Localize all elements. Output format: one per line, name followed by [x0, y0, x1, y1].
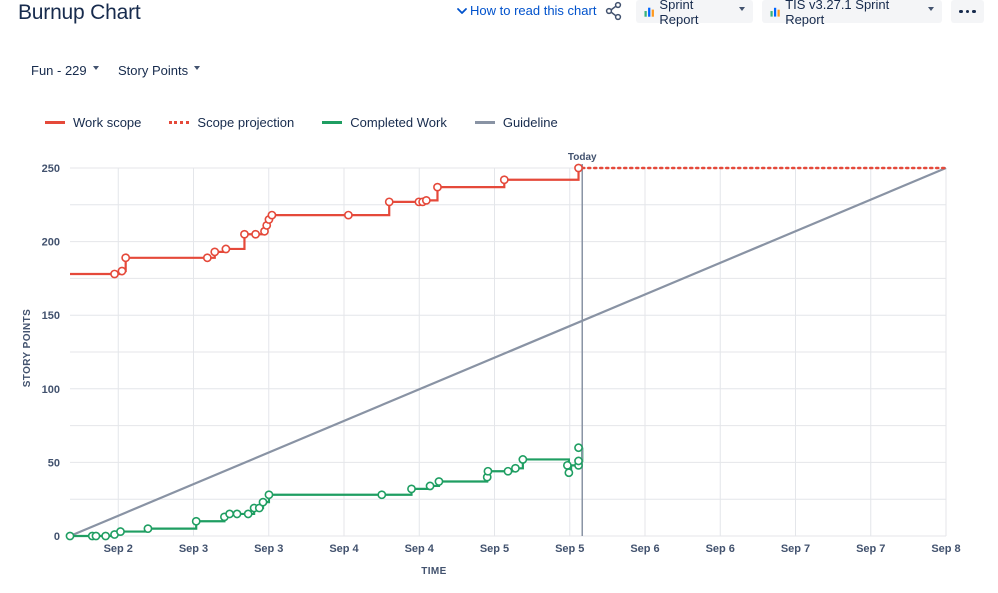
legend-label-scope-projection: Scope projection: [197, 115, 295, 130]
how-to-read-link[interactable]: How to read this chart: [456, 3, 596, 18]
x-tick-label: Sep 6: [630, 543, 659, 555]
legend-swatch-scope-projection: [169, 121, 190, 124]
tis-sprint-report-button[interactable]: TIS v3.27.1 Sprint Report: [762, 0, 942, 27]
data-point-work-scope: [251, 229, 260, 239]
data-point-work-scope: [267, 210, 277, 220]
y-tick-label: 100: [42, 384, 60, 396]
data-point-work-scope: [240, 229, 249, 239]
data-point-completed-work: [425, 481, 435, 491]
legend-item-guideline[interactable]: Guideline: [474, 115, 558, 130]
legend-item-work-scope[interactable]: Work scope: [45, 115, 141, 130]
legend-item-scope-projection[interactable]: Scope projection: [169, 115, 294, 130]
y-tick-label: 150: [42, 310, 60, 322]
x-tick-label: Sep 8: [931, 543, 960, 555]
more-dot-icon: [965, 9, 970, 14]
data-point-work-scope: [384, 197, 394, 207]
data-point-completed-work: [564, 468, 574, 478]
caret-down-icon: [739, 6, 745, 11]
data-point-completed-work: [91, 531, 101, 541]
data-point-completed-work: [562, 460, 572, 470]
data-point-work-scope: [343, 210, 353, 220]
y-axis-title: STORY POINTS: [22, 309, 33, 388]
series-line-guideline: [69, 166, 947, 538]
data-point-completed-work: [407, 484, 416, 494]
data-point-completed-work: [232, 509, 242, 519]
y-tick-label: 250: [42, 163, 60, 175]
data-point-work-scope: [221, 244, 231, 254]
data-point-completed-work: [65, 531, 75, 541]
data-point-completed-work: [483, 466, 493, 476]
x-tick-label: Sep 3: [179, 543, 208, 555]
data-point-work-scope: [202, 253, 212, 263]
data-point-completed-work: [434, 477, 444, 486]
legend-label-work-scope: Work scope: [73, 115, 142, 130]
x-tick-label: Sep 5: [555, 543, 584, 555]
data-point-completed-work: [574, 443, 583, 453]
how-to-read-label: How to read this chart: [470, 3, 597, 18]
legend-swatch-completed-work: [322, 121, 343, 124]
data-point-completed-work: [264, 490, 274, 500]
caret-down-icon: [928, 6, 934, 11]
y-tick-label: 200: [42, 237, 60, 249]
sprint-report-button[interactable]: Sprint Report: [636, 0, 753, 27]
x-axis-title: TIME: [421, 566, 447, 577]
x-tick-label: Sep 7: [856, 543, 885, 555]
sprint-filter-label: Fun - 229: [31, 63, 87, 78]
x-tick-label: Sep 4: [405, 543, 435, 555]
bar-chart-icon: [770, 7, 780, 17]
legend-label-guideline: Guideline: [502, 115, 558, 130]
data-point-work-scope: [210, 247, 220, 257]
tis-sprint-report-label: TIS v3.27.1 Sprint Report: [785, 0, 890, 27]
legend-swatch-guideline: [474, 121, 495, 124]
series-line-completed-work: [70, 447, 584, 538]
legend-label-completed-work: Completed Work: [350, 115, 447, 130]
data-point-completed-work: [511, 463, 520, 473]
data-point-completed-work: [143, 524, 153, 534]
sprint-filter-dropdown[interactable]: Fun - 229: [31, 63, 99, 78]
data-point-completed-work: [191, 516, 201, 526]
legend-item-completed-work[interactable]: Completed Work: [322, 115, 447, 130]
data-point-completed-work: [503, 466, 513, 476]
measure-filter-dropdown[interactable]: Story Points: [118, 63, 201, 78]
data-point-work-scope: [433, 182, 442, 192]
legend-swatch-work-scope: [45, 121, 65, 124]
x-tick-label: Sep 7: [781, 543, 810, 555]
data-point-work-scope: [110, 269, 119, 279]
data-point-completed-work: [377, 490, 387, 500]
measure-filter-label: Story Points: [118, 63, 189, 78]
data-point-work-scope: [574, 163, 583, 173]
data-point-completed-work: [101, 531, 111, 541]
caret-down-icon: [194, 65, 201, 70]
more-options-button[interactable]: [951, 0, 984, 23]
bar-chart-icon: [644, 7, 654, 17]
chart-legend: Work scope Scope projection Completed Wo…: [45, 115, 586, 130]
data-point-work-scope: [117, 266, 127, 276]
data-point-work-scope: [499, 175, 509, 185]
data-point-completed-work: [518, 455, 528, 464]
x-tick-label: Sep 5: [480, 543, 509, 555]
data-point-completed-work: [243, 509, 253, 519]
x-tick-label: Sep 2: [104, 543, 133, 555]
y-tick-label: 50: [48, 457, 60, 469]
more-dot-icon: [972, 9, 976, 14]
y-tick-label: 0: [54, 531, 60, 543]
x-tick-label: Sep 3: [254, 543, 283, 555]
data-point-completed-work: [258, 497, 268, 507]
data-point-completed-work: [116, 527, 125, 536]
caret-down-icon: [92, 65, 99, 70]
x-tick-label: Sep 6: [706, 543, 735, 555]
data-point-completed-work: [574, 456, 583, 466]
data-point-work-scope: [121, 253, 131, 263]
sprint-report-label: Sprint Report: [659, 0, 699, 27]
more-dot-icon: [959, 9, 963, 14]
data-point-work-scope: [421, 195, 431, 205]
data-point-completed-work: [225, 509, 235, 519]
share-icon[interactable]: [604, 1, 624, 21]
page-title: Burnup Chart: [18, 1, 141, 24]
x-tick-label: Sep 4: [329, 543, 359, 555]
today-label: Today: [568, 152, 597, 163]
chevron-down-icon: [457, 7, 467, 14]
